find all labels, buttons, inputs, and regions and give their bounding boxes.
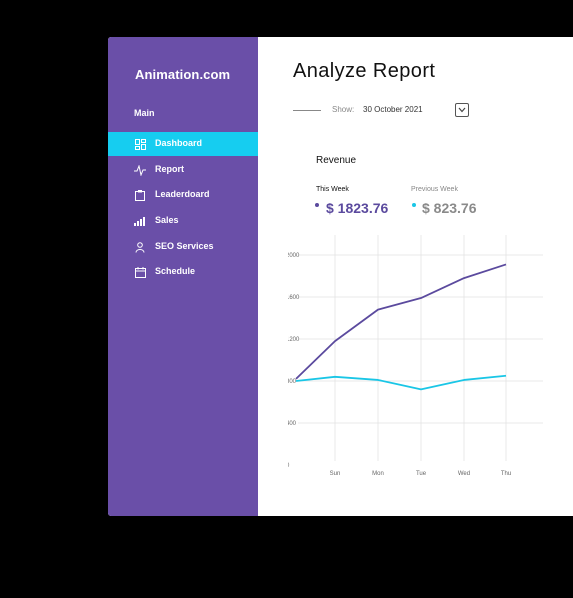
sidebar: Animation.com Main Dashboard Report Lead… — [108, 37, 258, 516]
x-tick-label: Tue — [416, 471, 427, 477]
show-label: Show: — [332, 105, 355, 114]
previous-week-label: Previous Week — [411, 186, 458, 193]
calendar-icon — [133, 265, 147, 279]
sidebar-item-label: SEO Services — [155, 241, 214, 251]
y-tick-label: 1200 — [288, 337, 300, 343]
x-tick-label: Mon — [372, 471, 384, 477]
x-tick-label: Sun — [330, 471, 341, 477]
sidebar-item-dashboard[interactable]: Dashboard — [108, 132, 258, 156]
date-dropdown-button[interactable] — [455, 103, 469, 117]
pulse-icon — [133, 163, 147, 177]
sidebar-item-seo-services[interactable]: SEO Services — [108, 235, 258, 259]
sidebar-item-label: Schedule — [155, 266, 196, 276]
this-week-legend-dot — [315, 203, 319, 207]
sidebar-item-leaderdoard[interactable]: Leaderdoard — [108, 183, 258, 207]
sidebar-item-label: Dashboard — [155, 138, 203, 148]
bar-chart-icon — [133, 214, 147, 228]
y-tick-label: 800 — [288, 379, 297, 385]
page-title: Analyze Report — [293, 60, 436, 82]
y-tick-label: 2000 — [288, 253, 300, 259]
series-line-0 — [295, 263, 507, 380]
y-tick-label: 400 — [288, 421, 297, 427]
dashboard-icon — [133, 137, 147, 151]
x-tick-label: Thu — [501, 471, 511, 477]
y-tick-label: 0 — [288, 463, 290, 469]
this-week-value: $ 1823.76 — [326, 200, 389, 216]
series-line-1 — [295, 374, 507, 391]
this-week-label: This Week — [316, 186, 349, 193]
revenue-title: Revenue — [316, 155, 357, 166]
app-window: Animation.com Main Dashboard Report Lead… — [108, 37, 573, 516]
previous-week-value: $ 823.76 — [422, 200, 477, 216]
sidebar-item-label: Sales — [155, 215, 179, 225]
sidebar-item-label: Leaderdoard — [155, 189, 210, 199]
previous-week-legend-dot — [412, 203, 416, 207]
revenue-line-chart: 0 400 800 1200 1600 2000 Sun Mon Tue Wed Thu — [288, 235, 543, 477]
sidebar-item-schedule[interactable]: Schedule — [108, 260, 258, 284]
clipboard-icon — [133, 188, 147, 202]
brand-logo[interactable]: Animation.com — [135, 67, 231, 82]
sidebar-item-sales[interactable]: Sales — [108, 209, 258, 233]
x-tick-label: Wed — [458, 471, 470, 477]
sidebar-item-label: Report — [155, 164, 184, 174]
user-icon — [133, 240, 147, 254]
divider — [293, 110, 321, 111]
section-label-main: Main — [134, 108, 155, 118]
sidebar-item-report[interactable]: Report — [108, 158, 258, 182]
chevron-down-icon — [458, 107, 466, 113]
show-date-value[interactable]: 30 October 2021 — [363, 105, 423, 114]
y-tick-label: 1600 — [288, 295, 300, 301]
main-content: Analyze Report Show: 30 October 2021 Rev… — [258, 37, 573, 516]
